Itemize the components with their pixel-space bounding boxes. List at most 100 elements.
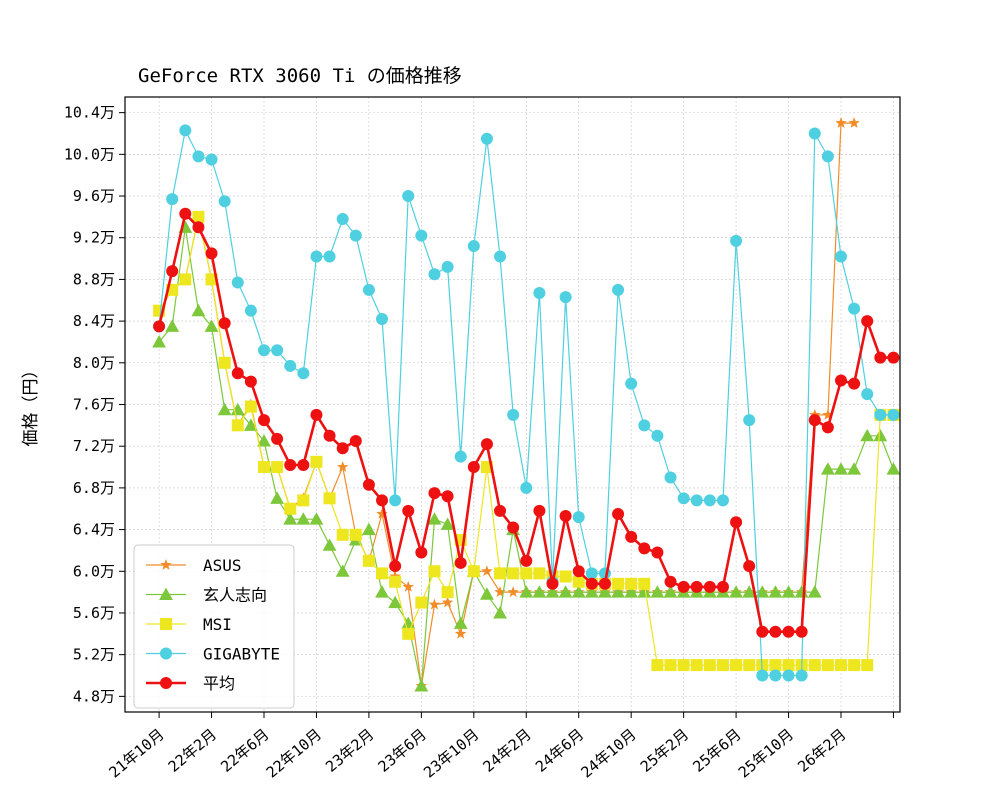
data-point xyxy=(244,375,257,388)
data-point xyxy=(835,117,847,128)
legend-marker xyxy=(159,587,173,601)
data-point xyxy=(204,319,219,332)
data-point xyxy=(441,586,454,599)
data-point xyxy=(323,429,336,442)
data-point xyxy=(572,575,585,588)
data-point xyxy=(335,564,350,577)
data-point xyxy=(533,286,546,299)
series-layer xyxy=(152,117,901,692)
data-point xyxy=(231,419,244,432)
data-point xyxy=(376,313,389,326)
data-point xyxy=(271,461,284,474)
chart-title: GeForce RTX 3060 Ti の価格推移 xyxy=(138,65,462,87)
data-point xyxy=(782,659,795,672)
data-point xyxy=(270,491,285,504)
data-point xyxy=(337,461,349,472)
y-tick-label: 10.4万 xyxy=(64,104,115,122)
data-point xyxy=(323,492,336,505)
data-point xyxy=(376,494,389,507)
data-point xyxy=(756,669,769,682)
data-point xyxy=(625,530,638,543)
series-3 xyxy=(153,124,900,682)
data-point xyxy=(571,585,586,598)
data-point xyxy=(638,577,651,590)
data-point xyxy=(258,414,271,427)
data-point xyxy=(861,315,874,328)
data-point xyxy=(874,351,887,364)
data-point xyxy=(716,659,729,672)
data-point xyxy=(572,565,585,578)
data-point xyxy=(258,461,271,474)
data-point xyxy=(612,507,625,520)
data-point xyxy=(703,659,716,672)
y-tick-label: 5.2万 xyxy=(73,646,115,664)
data-point xyxy=(455,627,467,639)
data-point xyxy=(428,598,441,610)
legend-label: 玄人志向 xyxy=(203,586,267,605)
y-tick-label: 9.2万 xyxy=(73,229,115,247)
data-point xyxy=(663,585,678,598)
data-point xyxy=(284,458,297,471)
data-point xyxy=(847,462,862,475)
data-point xyxy=(258,344,271,357)
x-tick-label: 24年2月 xyxy=(480,725,535,775)
x-tick-label: 23年2月 xyxy=(322,725,377,775)
data-point xyxy=(428,487,441,500)
data-point xyxy=(611,585,625,598)
data-point xyxy=(821,659,834,672)
data-point xyxy=(520,567,533,580)
data-point xyxy=(389,575,402,588)
y-tick-label: 6.0万 xyxy=(73,562,115,580)
legend: ASUS 玄人志向 MSI GIGABYTE 平均 xyxy=(133,544,295,709)
data-point xyxy=(664,659,677,672)
data-point xyxy=(441,490,454,503)
data-point xyxy=(349,528,362,541)
data-point xyxy=(821,150,834,163)
data-point xyxy=(297,367,310,380)
data-point xyxy=(769,659,782,672)
data-point xyxy=(402,504,415,517)
data-point xyxy=(415,229,428,242)
x-tick-label: 25年10月 xyxy=(735,725,797,781)
data-point xyxy=(834,374,847,387)
data-point xyxy=(428,565,441,578)
data-point xyxy=(848,659,861,672)
data-point xyxy=(520,481,533,494)
data-point xyxy=(402,580,414,592)
data-point xyxy=(848,117,860,128)
y-tick-label: 6.4万 xyxy=(73,521,115,539)
data-point xyxy=(834,659,847,672)
data-point xyxy=(664,471,677,484)
data-point xyxy=(520,554,533,567)
data-point xyxy=(808,414,821,427)
data-point xyxy=(297,458,310,471)
legend-marker xyxy=(160,618,172,630)
data-point xyxy=(768,585,783,598)
data-point xyxy=(585,567,598,580)
data-point xyxy=(336,442,349,455)
data-point xyxy=(362,478,375,491)
x-tick-label: 24年10月 xyxy=(578,725,640,781)
data-point xyxy=(165,319,180,332)
data-point xyxy=(453,616,468,629)
data-point xyxy=(179,124,192,137)
data-point xyxy=(376,567,389,580)
data-point xyxy=(284,359,297,372)
data-point xyxy=(322,538,337,551)
data-point xyxy=(887,408,900,421)
data-point xyxy=(860,428,875,442)
data-point xyxy=(625,377,638,390)
data-point xyxy=(782,669,795,682)
legend-box xyxy=(133,544,295,709)
data-point xyxy=(494,586,506,597)
data-point xyxy=(414,679,429,692)
data-point xyxy=(218,356,231,369)
data-point xyxy=(428,268,441,281)
data-point xyxy=(192,221,205,234)
data-point xyxy=(742,585,757,598)
data-point xyxy=(848,302,861,315)
data-point xyxy=(677,659,690,672)
data-point xyxy=(651,659,664,672)
data-point xyxy=(808,659,821,672)
